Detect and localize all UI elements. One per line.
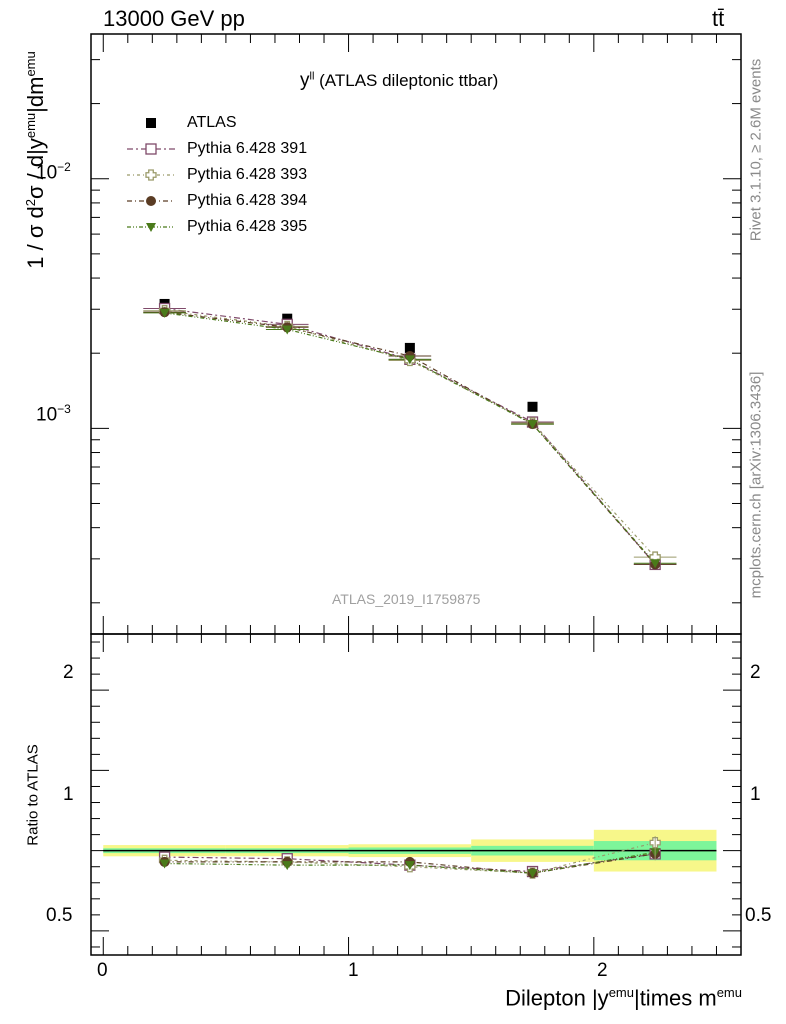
ratio-tick-label-05-left: 0.5	[46, 905, 73, 926]
x-axis-label: Dilepton |yemu|times memu	[505, 985, 742, 1011]
ratio-series-line-1	[164, 842, 656, 874]
legend-marker-2	[146, 196, 156, 206]
ratio-point-3-0	[159, 859, 170, 869]
ratio-point-3-1	[282, 861, 293, 871]
atlas-data-point	[282, 313, 293, 324]
ratio-tick-label-2-right: 2	[750, 662, 761, 683]
legend-label-395: Pythia 6.428 395	[187, 218, 308, 235]
main-point-3-4	[650, 559, 661, 569]
ratio-tick-label-2-left: 2	[63, 662, 74, 683]
y-tick-label-1e-2: 10−2	[36, 160, 71, 184]
y-tick-label-1e-3: 10−3	[36, 402, 71, 426]
y-tick-label-1e-2-exp: −2	[57, 160, 71, 174]
x-tick-label-2: 2	[597, 960, 608, 981]
legend-marker-atlas	[146, 118, 156, 128]
legend-label-393: Pythia 6.428 393	[187, 166, 308, 183]
x-tick-label-1: 1	[348, 960, 359, 981]
plot-title-main: y	[300, 70, 310, 91]
x-tick-label-0: 0	[97, 960, 108, 981]
atlas-data-point	[527, 401, 538, 412]
x-axis-label-b: |times m	[633, 985, 717, 1011]
main-point-3-0	[159, 308, 170, 318]
plot-title-rest: (ATLAS dileptonic ttbar)	[314, 71, 499, 90]
ratio-point-3-3	[527, 869, 538, 879]
main-series-line-0	[164, 307, 656, 565]
legend-marker-3	[146, 223, 156, 232]
x-axis-label-sup2: emu	[716, 985, 742, 1000]
plot-title: yll (ATLAS dileptonic ttbar)	[300, 70, 498, 92]
plot-title-sup: ll	[309, 70, 315, 83]
header-energy-label: 13000 GeV pp	[103, 6, 245, 31]
main-point-3-3	[527, 420, 538, 430]
ratio-point-3-2	[404, 861, 415, 871]
y-tick-label-1e-3-exp: −3	[57, 402, 71, 416]
legend-label-391: Pythia 6.428 391	[187, 140, 308, 157]
legend-label-394: Pythia 6.428 394	[187, 192, 308, 209]
y-tick-label-1e-3-base: 10	[36, 404, 58, 426]
analysis-watermark: ATLAS_2019_I1759875	[332, 591, 481, 607]
legend-marker-0	[145, 143, 157, 155]
legend-label-atlas: ATLAS	[187, 114, 237, 131]
ratio-tick-label-05-right: 0.5	[745, 905, 772, 926]
main-point-3-1	[282, 325, 293, 335]
ratio-tick-label-1-left: 1	[63, 784, 74, 805]
ratio-series-line-3	[164, 851, 656, 874]
ratio-panel-frame	[90, 633, 742, 956]
legend-marker-1	[145, 169, 157, 181]
header-process-label: tt̄	[712, 6, 725, 31]
x-axis-label-sup1: emu	[608, 985, 634, 1000]
main-point-3-2	[404, 355, 415, 365]
atlas-data-point	[404, 342, 415, 353]
ratio-tick-label-1-right: 1	[750, 784, 761, 805]
y-tick-label-1e-2-base: 10	[36, 162, 58, 184]
x-axis-label-a: Dilepton |y	[505, 985, 609, 1011]
